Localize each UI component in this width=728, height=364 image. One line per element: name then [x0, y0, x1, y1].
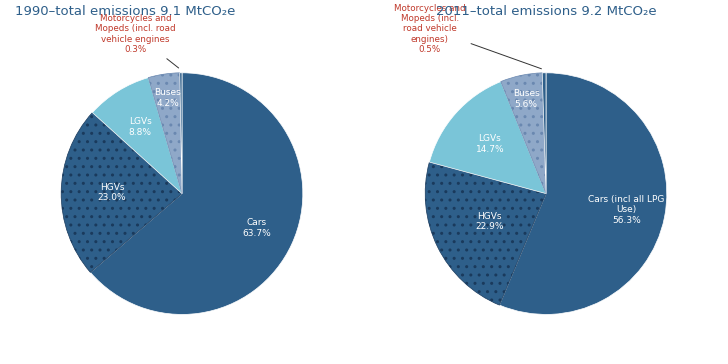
Text: Cars
63.7%: Cars 63.7% [242, 218, 271, 238]
Wedge shape [180, 73, 182, 194]
Wedge shape [90, 73, 303, 314]
Wedge shape [542, 73, 546, 194]
Text: Cars (incl all LPG
Use)
56.3%: Cars (incl all LPG Use) 56.3% [588, 195, 665, 225]
Wedge shape [430, 82, 546, 194]
Text: 1990–total emissions 9.1 MtCO₂e: 1990–total emissions 9.1 MtCO₂e [15, 5, 235, 17]
Wedge shape [425, 162, 546, 305]
Wedge shape [61, 112, 182, 272]
Text: LGVs
14.7%: LGVs 14.7% [475, 134, 505, 154]
Wedge shape [149, 73, 182, 194]
Wedge shape [501, 73, 546, 194]
Text: Buses
4.2%: Buses 4.2% [154, 88, 181, 108]
Text: Motorcycles and
Mopeds (incl. road
vehicle engines
0.3%: Motorcycles and Mopeds (incl. road vehic… [95, 14, 178, 68]
Text: HGVs
23.0%: HGVs 23.0% [98, 183, 126, 202]
Text: Buses
5.6%: Buses 5.6% [513, 89, 539, 109]
Wedge shape [92, 78, 182, 194]
Text: HGVs
22.9%: HGVs 22.9% [475, 211, 504, 231]
Text: 2011–total emissions 9.2 MtCO₂e: 2011–total emissions 9.2 MtCO₂e [435, 5, 657, 17]
Text: LGVs
8.8%: LGVs 8.8% [129, 117, 152, 137]
Text: Motorcycles and
Mopeds (incl.
road vehicle
engines)
0.5%: Motorcycles and Mopeds (incl. road vehic… [394, 4, 542, 69]
Wedge shape [499, 73, 667, 314]
